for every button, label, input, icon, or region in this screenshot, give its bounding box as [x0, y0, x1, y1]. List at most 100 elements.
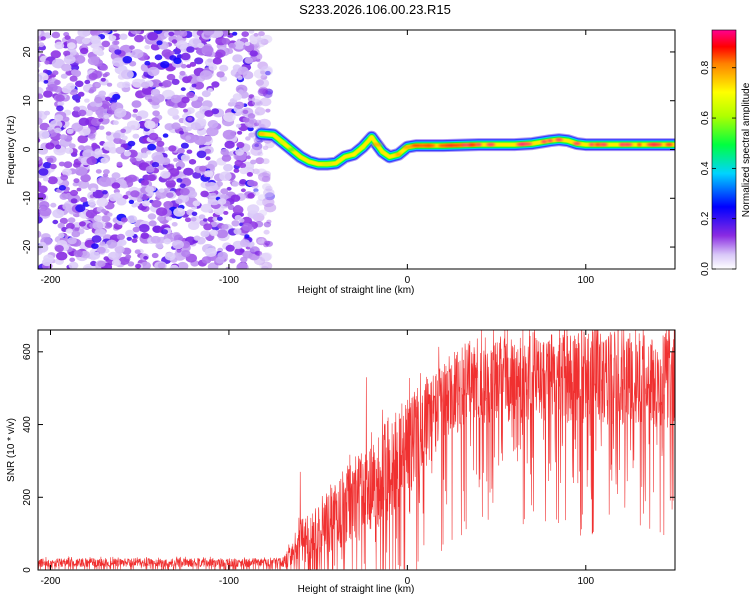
spectrogram-noise-blob — [95, 169, 102, 174]
spectrogram-noise-blob — [114, 192, 121, 197]
spectrogram-noise-blob — [38, 230, 42, 238]
spectrogram-noise-blob — [130, 190, 140, 198]
spectrogram-noise-blob — [38, 155, 39, 157]
spectrogram-noise-blob — [105, 131, 112, 136]
spectrogram-noise-blob — [186, 91, 195, 99]
colorbar-tick-label: 0.4 — [700, 161, 711, 175]
spectrogram-ytick-label: 10 — [22, 95, 33, 107]
spectrogram-noise-blob — [203, 223, 213, 231]
spectrogram-noise-blob — [105, 96, 111, 102]
spectrogram-noise-blob — [38, 192, 47, 201]
spectrogram-noise-blob — [84, 265, 92, 269]
spectrogram-noise-blob — [185, 135, 192, 141]
spectrogram-noise-blob — [128, 199, 135, 204]
spectrogram-ridge-peak — [619, 143, 624, 146]
spectrogram-ridge-peak — [371, 143, 383, 146]
spectrogram-noise-blob — [150, 88, 161, 96]
spectrogram-noise-blob — [234, 204, 242, 210]
spectrogram-ridge-peak — [426, 144, 436, 147]
spectrogram-noise-blob — [257, 88, 268, 97]
spectrogram-ridge-peak — [360, 145, 366, 149]
spectrogram-ridge-peak — [652, 143, 663, 146]
spectrogram-noise-blob — [70, 189, 78, 197]
spectrogram-noise-blob — [57, 222, 65, 229]
spectrogram-noise-blob — [209, 229, 219, 236]
spectrogram-noise-blob — [129, 45, 135, 50]
spectrogram-noise-blob — [84, 98, 90, 103]
spectrogram-noise-blob — [255, 119, 262, 125]
spectrogram-noise-blob — [147, 98, 153, 103]
spectrogram-noise-blob — [147, 32, 159, 41]
spectrogram-noise-blob — [187, 75, 193, 80]
spectrogram-noise-blob — [56, 251, 68, 261]
colorbar-gradient — [711, 29, 737, 270]
spectrogram-noise-blob — [74, 166, 88, 176]
spectrogram-noise-blob — [190, 217, 197, 222]
spectrogram-noise-blob — [59, 134, 68, 140]
spectrogram-noise-blob — [55, 94, 65, 102]
spectrogram-ridge-peak — [321, 162, 333, 166]
spectrogram-noise-blob — [214, 51, 223, 59]
spectrogram-xtick-label: -100 — [219, 275, 239, 286]
snr-ytick-label: 600 — [22, 343, 33, 360]
spectrogram-noise-blob — [91, 142, 98, 148]
spectrogram-noise-blob — [145, 165, 155, 173]
spectrogram-noise-blob — [244, 234, 250, 239]
spectrogram-noise-blob — [39, 207, 52, 217]
spectrogram-noise-blob — [156, 140, 165, 147]
spectrogram-noise-blob — [145, 186, 155, 194]
spectrogram-noise-blob — [80, 47, 89, 55]
spectrogram-noise-blob — [233, 228, 242, 235]
spectrogram-noise-blob — [75, 99, 81, 103]
spectrogram-noise-blob — [144, 45, 151, 50]
spectrogram-noise-blob — [173, 207, 186, 217]
spectrogram-ridge-peak — [555, 138, 563, 141]
spectrogram-noise-blob — [172, 239, 184, 250]
spectrogram-noise-blob — [65, 82, 76, 90]
spectrogram-noise-blob — [67, 42, 76, 50]
spectrogram-noise-blob — [242, 250, 253, 259]
spectrogram-noise-blob — [147, 66, 160, 77]
spectrogram-noise-blob — [94, 96, 103, 104]
spectrogram-noise-blob — [258, 31, 265, 37]
spectrogram-noise-blob — [67, 217, 76, 224]
spectrogram-noise-blob — [179, 187, 190, 196]
spectrogram-noise-blob — [103, 222, 113, 229]
spectrogram-noise-blob — [73, 55, 86, 64]
spectrogram-noise-blob — [85, 109, 94, 117]
spectrogram-noise-blob — [220, 188, 229, 195]
spectrogram-noise-blob — [246, 155, 251, 160]
spectrogram-noise-blob — [171, 122, 181, 130]
spectrogram-noise-blob — [88, 73, 98, 80]
spectrogram-noise-blob — [225, 244, 235, 252]
spectrogram-noise-blob — [232, 93, 242, 101]
spectrogram-noise-blob — [244, 57, 254, 64]
spectrogram-noise-blob — [47, 176, 58, 185]
spectrogram-noise-blob — [98, 90, 107, 97]
spectrogram-noise-blob — [131, 100, 142, 108]
spectrogram-ridge-peak — [573, 142, 581, 145]
spectrogram-noise-blob — [227, 204, 235, 210]
spectrogram-noise-blob — [90, 260, 97, 267]
spectrogram-noise-blob — [82, 37, 91, 45]
spectrogram-noise-blob — [102, 30, 111, 34]
spectrogram-noise-blob — [247, 204, 260, 214]
spectrogram-noise-blob — [43, 90, 53, 98]
spectrogram-noise-blob — [47, 126, 53, 131]
spectrogram-noise-blob — [77, 91, 85, 97]
spectrogram-noise-blob — [155, 145, 164, 153]
spectrogram-noise-blob — [242, 117, 250, 123]
spectrogram-ridge-peak — [547, 139, 553, 142]
spectrogram-noise-blob — [242, 109, 249, 115]
spectrogram-noise-blob — [199, 165, 208, 172]
spectrogram-noise-blob — [260, 265, 269, 269]
spectrogram-noise-blob — [101, 40, 111, 48]
spectrogram-noise-blob — [158, 82, 164, 87]
spectrogram-noise-blob — [217, 216, 223, 221]
spectrogram-noise-blob — [114, 108, 127, 118]
spectrogram-noise-blob — [54, 127, 62, 134]
spectrogram-noise-blob — [100, 208, 107, 213]
spectrogram-noise-blob — [97, 260, 106, 268]
spectrogram-noise-blob — [211, 81, 220, 88]
